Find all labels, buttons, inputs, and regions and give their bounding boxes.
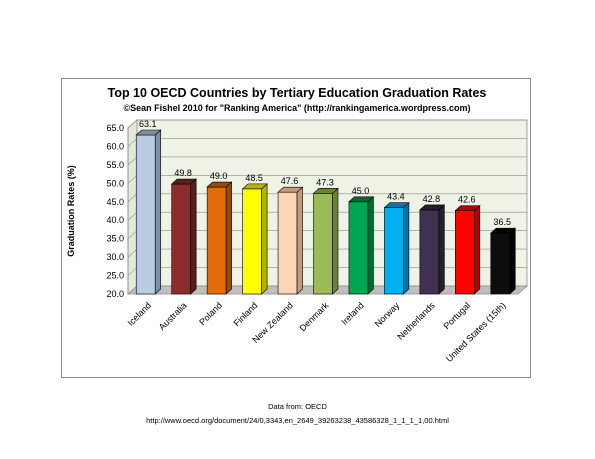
bar-top <box>170 178 197 185</box>
data-label: 47.6 <box>281 176 299 186</box>
x-tick-label: Australia <box>157 300 189 332</box>
bar-top <box>383 202 410 208</box>
bar-top <box>419 204 446 211</box>
data-label: 49.0 <box>210 171 228 181</box>
x-tick-label: United States (15th) <box>444 300 508 364</box>
y-tick-label: 30.0 <box>106 252 124 262</box>
x-tick-label: Denmark <box>298 300 331 333</box>
y-tick-label: 35.0 <box>106 234 124 244</box>
bar-top <box>454 205 481 211</box>
x-tick-label: Ireland <box>339 300 366 327</box>
bar-side <box>403 202 410 295</box>
bar-top <box>241 183 268 190</box>
y-tick-label: 20.0 <box>106 289 124 299</box>
y-tick-label: 50.0 <box>106 178 124 188</box>
data-label: 36.5 <box>494 217 512 227</box>
bar-side <box>438 204 445 295</box>
x-tick-label: Norway <box>373 300 402 329</box>
bar <box>490 232 511 295</box>
data-label: 47.3 <box>316 177 334 187</box>
gridline-depth <box>127 175 138 184</box>
chart-frame: Top 10 OECD Countries by Tertiary Educat… <box>61 78 531 378</box>
bar-top <box>206 181 233 188</box>
bar <box>135 134 156 295</box>
y-tick-label: 40.0 <box>106 215 124 225</box>
y-tick-label: 65.0 <box>106 123 124 133</box>
data-label: 45.0 <box>352 186 370 196</box>
bar-side <box>509 227 516 295</box>
data-label: 42.6 <box>458 195 476 205</box>
x-tick-label: Portugal <box>441 300 472 331</box>
bar <box>242 188 262 295</box>
bar-top <box>277 186 304 193</box>
gridline-depth <box>127 248 138 258</box>
bar <box>348 201 369 295</box>
y-tick-label: 60.0 <box>106 141 124 151</box>
bar-side <box>474 204 481 295</box>
bar-side <box>332 187 339 295</box>
data-label: 63.1 <box>139 119 157 129</box>
bar-side <box>296 186 303 295</box>
data-label: 43.4 <box>387 192 405 202</box>
gridline-depth <box>127 211 138 221</box>
x-tick-label: Poland <box>197 300 224 327</box>
data-label: 48.5 <box>245 173 263 183</box>
source-line-1: Data from: OECD <box>268 402 327 411</box>
x-tick-label: Iceland <box>126 300 154 328</box>
bar-top <box>348 196 375 203</box>
gridline-depth <box>127 193 138 203</box>
y-axis-label: Graduation Rates (%) <box>66 165 76 257</box>
chart-title: Top 10 OECD Countries by Tertiary Educat… <box>108 86 487 100</box>
bar-top <box>135 129 162 136</box>
source-line-2: http://www.oecd.org/document/24/0,3343,e… <box>146 416 449 425</box>
gridline-depth <box>127 267 138 276</box>
bar-side <box>225 181 232 295</box>
x-tick-label: Finland <box>232 300 260 328</box>
bar-side <box>367 196 374 295</box>
side-wall <box>127 119 138 295</box>
bar-chart: Top 10 OECD Countries by Tertiary Educat… <box>66 86 529 364</box>
bar <box>171 183 191 295</box>
bar <box>419 209 440 295</box>
y-tick-label: 25.0 <box>106 271 124 281</box>
gridline-depth <box>127 119 138 129</box>
bar <box>313 192 333 295</box>
data-label: 49.8 <box>174 168 192 178</box>
gridline-depth <box>127 230 138 239</box>
plot-area: 20.0 25.0 30.0 35.0 40.0 45.0 50.0 55.0 60.0 65.0… <box>106 119 529 364</box>
chart-subtitle: ©Sean Fishel 2010 for "Ranking America" … <box>124 103 471 113</box>
bar-top <box>489 227 517 234</box>
bar-side <box>261 183 268 295</box>
x-tick-label: Netherlands <box>395 300 437 342</box>
gridline-depth <box>127 138 138 147</box>
source-note: Data from: OECD http://www.oecd.org/docu… <box>0 400 595 428</box>
y-tick-label: 45.0 <box>106 197 124 207</box>
data-label: 42.8 <box>423 194 441 204</box>
bar-side <box>190 178 197 295</box>
gridline-depth <box>127 156 138 166</box>
bar-top <box>312 187 339 194</box>
bar <box>455 210 475 295</box>
bar <box>384 207 404 295</box>
bar <box>277 191 298 295</box>
bar-side <box>154 129 162 295</box>
bar <box>206 186 227 295</box>
y-tick-label: 55.0 <box>106 160 124 170</box>
